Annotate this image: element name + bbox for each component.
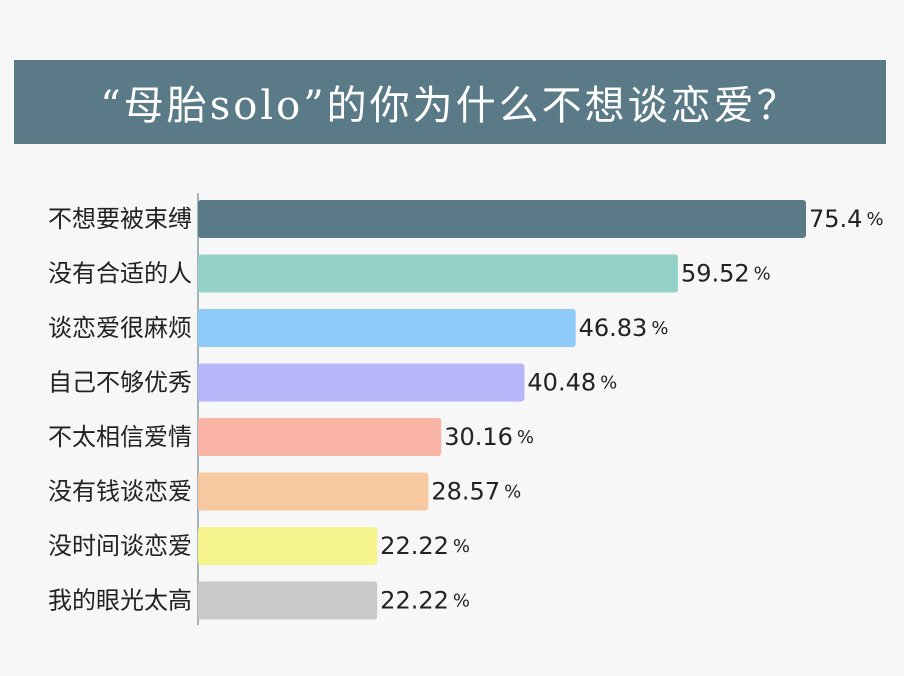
bar	[198, 418, 442, 456]
category-label: 谈恋爱很麻烦	[48, 314, 192, 342]
category-label: 不太相信爱情	[48, 423, 192, 451]
category-label: 没时间谈恋爱	[48, 532, 192, 560]
title-banner: “母胎solo”的你为什么不想谈恋爱？	[14, 60, 886, 144]
category-label: 没有合适的人	[48, 260, 192, 288]
category-label: 我的眼光太高	[48, 587, 192, 615]
data-label: 40.48%	[527, 369, 617, 397]
bar	[198, 581, 378, 620]
data-label: 30.16%	[444, 423, 534, 451]
category-label: 自己不够优秀	[48, 369, 192, 397]
data-label: 75.4%	[809, 205, 884, 233]
bar	[198, 309, 576, 347]
data-label: 28.57%	[431, 478, 521, 506]
data-label: 22.22%	[380, 587, 470, 615]
data-label: 59.52%	[681, 260, 771, 288]
data-label: 46.83%	[579, 314, 669, 342]
bar	[198, 254, 678, 293]
bar	[198, 527, 378, 565]
data-label: 22.22%	[380, 532, 470, 560]
category-label: 不想要被束缚	[48, 205, 192, 233]
bar	[198, 200, 806, 238]
category-label: 没有钱谈恋爱	[48, 478, 192, 506]
bar	[198, 472, 429, 511]
bar	[198, 363, 525, 402]
chart-title: “母胎solo”的你为什么不想谈恋爱？	[100, 83, 800, 129]
